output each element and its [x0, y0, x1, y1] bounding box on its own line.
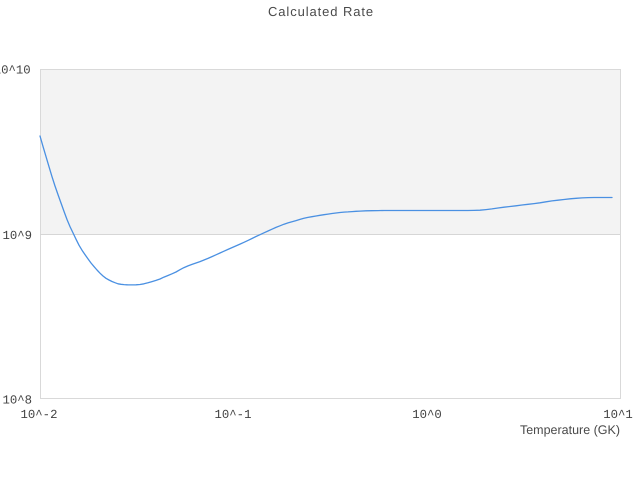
svg-text:10^1: 10^1	[603, 408, 633, 422]
svg-text:10^10: 10^10	[0, 64, 31, 78]
svg-text:10^9: 10^9	[2, 229, 32, 243]
svg-text:10^-1: 10^-1	[215, 408, 252, 422]
svg-text:Temperature (GK): Temperature (GK)	[520, 423, 620, 437]
svg-text:10^8: 10^8	[2, 394, 32, 408]
svg-text:10^0: 10^0	[412, 408, 442, 422]
svg-text:Calculated Rate: Calculated Rate	[268, 4, 374, 19]
svg-text:10^-2: 10^-2	[21, 408, 58, 422]
